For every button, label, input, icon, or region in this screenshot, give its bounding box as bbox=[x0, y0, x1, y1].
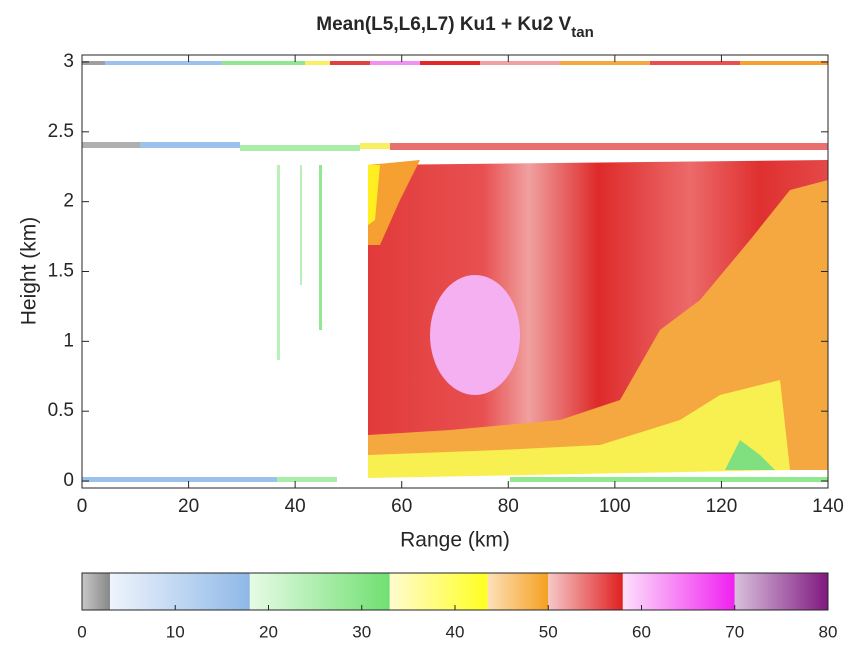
colorbar-tick-label: 10 bbox=[166, 622, 185, 641]
y-tick-label: 1.5 bbox=[48, 261, 74, 282]
x-tick-label: 120 bbox=[706, 496, 738, 517]
heatmap-field bbox=[82, 61, 828, 482]
colorbar-segment bbox=[249, 573, 390, 610]
colorbar-tick-label: 50 bbox=[539, 622, 558, 641]
colorbar-segment bbox=[622, 573, 735, 610]
colorbar-tick-label: 0 bbox=[77, 622, 86, 641]
y-tick-label: 1 bbox=[63, 330, 74, 351]
y-tick-label: 2.5 bbox=[48, 121, 74, 142]
x-tick-label: 20 bbox=[178, 496, 199, 517]
colorbar-segment bbox=[109, 573, 250, 610]
y-axis-label: Height (km) bbox=[18, 217, 41, 326]
colorbar-tick-label: 20 bbox=[259, 622, 278, 641]
title-main: Mean(L5,L6,L7) Ku1 + Ku2 V bbox=[316, 14, 571, 35]
y-tick-label: 0.5 bbox=[48, 400, 74, 421]
colorbar-tick-label: 60 bbox=[632, 622, 651, 641]
colorbar-segment bbox=[734, 573, 828, 610]
x-tick-label: 40 bbox=[285, 496, 306, 517]
x-axis-label: Range (km) bbox=[400, 529, 510, 552]
colorbar-tick-label: 70 bbox=[725, 622, 744, 641]
y-tick-label: 0 bbox=[63, 470, 74, 491]
colorbar-segment bbox=[487, 573, 549, 610]
colorbar-tick-label: 40 bbox=[446, 622, 465, 641]
colorbar-segment bbox=[389, 573, 488, 610]
x-tick-label: 100 bbox=[599, 496, 631, 517]
x-tick-label: 140 bbox=[812, 496, 844, 517]
colorbar-segment bbox=[82, 573, 110, 610]
chart-title: Mean(L5,L6,L7) Ku1 + Ku2 Vtan bbox=[316, 14, 593, 41]
x-tick-label: 80 bbox=[498, 496, 519, 517]
x-tick-label: 0 bbox=[77, 496, 88, 517]
colorbar-segment bbox=[548, 573, 623, 610]
x-tick-label: 60 bbox=[391, 496, 412, 517]
title-subscript: tan bbox=[571, 24, 594, 41]
colorbar-tick-label: 30 bbox=[352, 622, 371, 641]
y-tick-label: 3 bbox=[63, 51, 74, 72]
y-tick-label: 2 bbox=[63, 191, 74, 212]
colorbar-tick-label: 80 bbox=[819, 622, 838, 641]
